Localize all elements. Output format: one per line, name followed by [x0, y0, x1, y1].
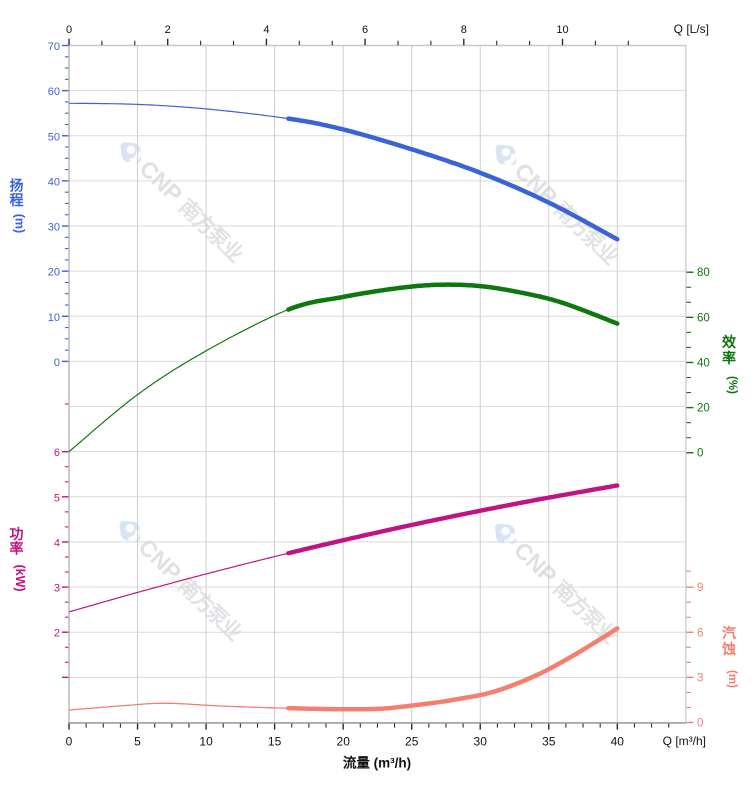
- svg-text:程: 程: [10, 192, 24, 208]
- svg-text:30: 30: [474, 735, 488, 749]
- svg-text:80: 80: [697, 267, 710, 279]
- svg-text:(m): (m): [726, 670, 738, 688]
- svg-text:0: 0: [66, 735, 73, 749]
- svg-text:10: 10: [48, 312, 60, 324]
- svg-text:率: 率: [10, 541, 24, 557]
- svg-text:汽: 汽: [722, 625, 736, 641]
- svg-text:效: 效: [722, 334, 737, 350]
- svg-text:3: 3: [697, 672, 703, 684]
- svg-text:8: 8: [461, 24, 467, 36]
- svg-text:6: 6: [54, 447, 60, 459]
- svg-text:3: 3: [54, 583, 60, 595]
- svg-text:Q [m³/h]: Q [m³/h]: [663, 734, 706, 748]
- svg-text:10: 10: [199, 735, 213, 749]
- svg-text:(m): (m): [13, 214, 27, 233]
- svg-text:2: 2: [54, 628, 60, 640]
- svg-text:率: 率: [722, 350, 736, 366]
- svg-text:0: 0: [697, 718, 703, 730]
- svg-text:Q [L/s]: Q [L/s]: [674, 22, 709, 36]
- svg-text:25: 25: [405, 735, 419, 749]
- svg-text:0: 0: [66, 24, 72, 36]
- svg-text:扬: 扬: [10, 178, 24, 194]
- svg-text:40: 40: [611, 735, 625, 749]
- svg-text:30: 30: [48, 222, 60, 234]
- svg-text:6: 6: [362, 24, 368, 36]
- svg-text:40: 40: [697, 358, 710, 370]
- svg-text:0: 0: [697, 448, 703, 460]
- svg-text:70: 70: [48, 41, 60, 53]
- svg-text:(%): (%): [726, 376, 738, 394]
- svg-text:35: 35: [542, 735, 556, 749]
- svg-text:9: 9: [697, 582, 703, 594]
- svg-text:流量 (m³/h): 流量 (m³/h): [343, 755, 411, 771]
- svg-text:功: 功: [10, 526, 24, 542]
- svg-text:4: 4: [263, 24, 269, 36]
- svg-text:20: 20: [48, 267, 60, 279]
- svg-text:60: 60: [48, 86, 60, 98]
- svg-text:40: 40: [48, 176, 60, 188]
- svg-text:20: 20: [697, 403, 710, 415]
- svg-text:6: 6: [697, 627, 703, 639]
- svg-text:(kW): (kW): [13, 564, 27, 591]
- svg-text:5: 5: [134, 735, 141, 749]
- svg-text:2: 2: [165, 24, 171, 36]
- svg-text:10: 10: [556, 24, 568, 36]
- svg-text:4: 4: [54, 538, 60, 550]
- svg-text:20: 20: [337, 735, 351, 749]
- svg-text:5: 5: [54, 492, 60, 504]
- svg-text:50: 50: [48, 131, 60, 143]
- svg-text:蚀: 蚀: [721, 641, 736, 657]
- svg-text:60: 60: [697, 312, 710, 324]
- svg-text:0: 0: [54, 357, 60, 369]
- svg-text:15: 15: [268, 735, 282, 749]
